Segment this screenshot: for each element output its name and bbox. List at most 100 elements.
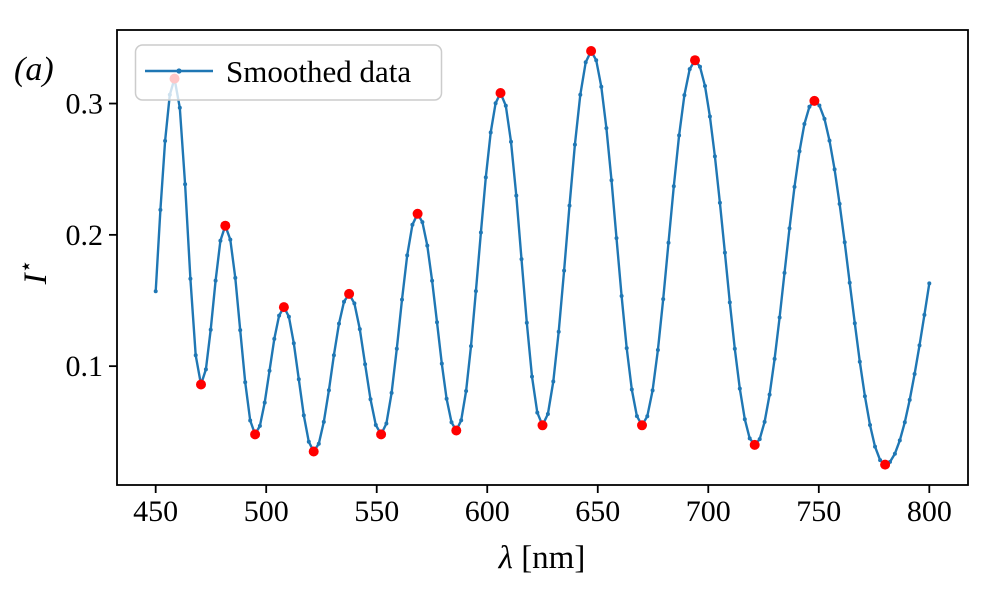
data-point-marker xyxy=(439,361,444,366)
data-point-marker xyxy=(562,268,567,273)
data-point-marker xyxy=(193,353,198,358)
data-point-marker xyxy=(892,451,897,456)
data-point-marker xyxy=(464,389,469,393)
data-point-marker xyxy=(410,222,415,227)
data-point-marker xyxy=(655,348,660,352)
data-point-marker xyxy=(614,236,619,241)
data-point-marker xyxy=(787,226,792,231)
extrema-markers xyxy=(169,46,891,470)
data-point-marker xyxy=(158,207,163,212)
data-point-marker xyxy=(902,420,907,425)
extremum-dot xyxy=(586,46,597,56)
data-point-marker xyxy=(556,329,561,334)
axis-ticks: 450 500 550 600 650 700 750 800 0.1 0.2 0.3 xyxy=(66,88,952,528)
data-point-marker xyxy=(188,276,193,281)
data-point-marker xyxy=(337,321,341,326)
data-point-marker xyxy=(473,289,478,294)
data-point-marker xyxy=(493,101,498,106)
data-point-marker xyxy=(357,327,362,332)
data-point-marker xyxy=(326,388,331,393)
data-point-marker xyxy=(661,297,666,302)
data-point-marker xyxy=(208,327,213,332)
data-point-marker xyxy=(301,413,306,418)
data-point-marker xyxy=(807,104,812,109)
data-point-marker xyxy=(267,368,272,373)
data-point-marker xyxy=(213,278,218,283)
data-point-marker xyxy=(578,92,583,97)
data-point-marker xyxy=(177,105,182,110)
data-point-marker xyxy=(862,394,867,399)
data-point-marker xyxy=(405,253,410,258)
data-point-marker xyxy=(530,374,534,379)
extremum-dot xyxy=(308,446,319,457)
data-point-marker xyxy=(594,58,599,63)
legend: Smoothed data xyxy=(134,44,443,101)
data-point-marker xyxy=(837,201,842,206)
y-axis-label: I⋆ xyxy=(13,260,54,286)
data-point-marker xyxy=(757,437,762,442)
data-point-marker xyxy=(817,103,822,108)
data-point-marker xyxy=(478,230,483,235)
smoothed-line xyxy=(154,49,931,466)
data-point-marker xyxy=(742,417,747,422)
extremum-dot xyxy=(537,420,548,431)
extremum-dot xyxy=(495,88,506,98)
data-point-marker xyxy=(703,84,707,88)
extremum-dot xyxy=(412,208,423,219)
data-point-marker xyxy=(449,420,454,425)
x-tick-label: 800 xyxy=(907,495,952,528)
data-point-marker xyxy=(907,397,912,402)
data-point-marker xyxy=(927,281,932,286)
data-point-marker xyxy=(291,341,296,346)
data-point-marker xyxy=(792,184,797,189)
data-point-marker xyxy=(772,356,777,361)
data-point-marker xyxy=(767,392,772,397)
data-point-marker xyxy=(619,294,624,298)
data-point-marker xyxy=(243,380,248,385)
x-tick-label: 750 xyxy=(796,495,841,528)
extremum-dot xyxy=(451,425,462,436)
x-axis-label-symbol: λ xyxy=(498,540,513,576)
data-point-marker xyxy=(272,336,277,341)
data-point-marker xyxy=(687,67,692,72)
data-point-marker xyxy=(296,377,301,382)
data-point-marker xyxy=(233,275,238,280)
data-point-marker xyxy=(873,444,877,449)
data-point-marker xyxy=(394,346,399,351)
data-point-marker xyxy=(645,414,650,419)
data-point-marker xyxy=(604,126,609,131)
y-tick-label: 0.3 xyxy=(66,88,104,121)
data-point-marker xyxy=(183,182,188,187)
extremum-dot xyxy=(376,429,387,440)
data-point-marker xyxy=(435,320,439,325)
data-point-marker xyxy=(650,388,655,393)
extremum-dot xyxy=(278,302,289,313)
legend-box xyxy=(134,44,443,101)
x-tick-label: 600 xyxy=(465,495,510,528)
y-axis-label-sup: ⋆ xyxy=(13,260,38,274)
x-tick-label: 650 xyxy=(575,495,620,528)
data-point-marker xyxy=(707,114,712,119)
data-point-marker xyxy=(842,240,847,245)
data-point-marker xyxy=(737,386,742,391)
data-point-marker xyxy=(331,353,336,358)
data-point-marker xyxy=(762,419,767,424)
data-point-marker xyxy=(316,441,321,446)
data-point-marker xyxy=(342,299,346,304)
data-point-marker xyxy=(459,418,464,423)
x-axis-label: λ [nm] xyxy=(498,540,586,576)
x-tick-label: 500 xyxy=(244,495,289,528)
data-point-marker xyxy=(218,238,223,243)
data-point-marker xyxy=(545,412,550,416)
extremum-dot xyxy=(220,220,231,231)
extremum-dot xyxy=(637,420,647,431)
data-point-marker xyxy=(677,133,682,138)
extremum-dot xyxy=(880,459,891,470)
data-point-marker xyxy=(912,372,917,376)
data-point-marker xyxy=(629,387,634,392)
data-point-marker xyxy=(469,344,473,349)
data-point-marker xyxy=(666,240,671,245)
data-point-marker xyxy=(897,438,902,443)
data-point-marker xyxy=(262,400,267,405)
data-point-marker xyxy=(306,439,311,444)
